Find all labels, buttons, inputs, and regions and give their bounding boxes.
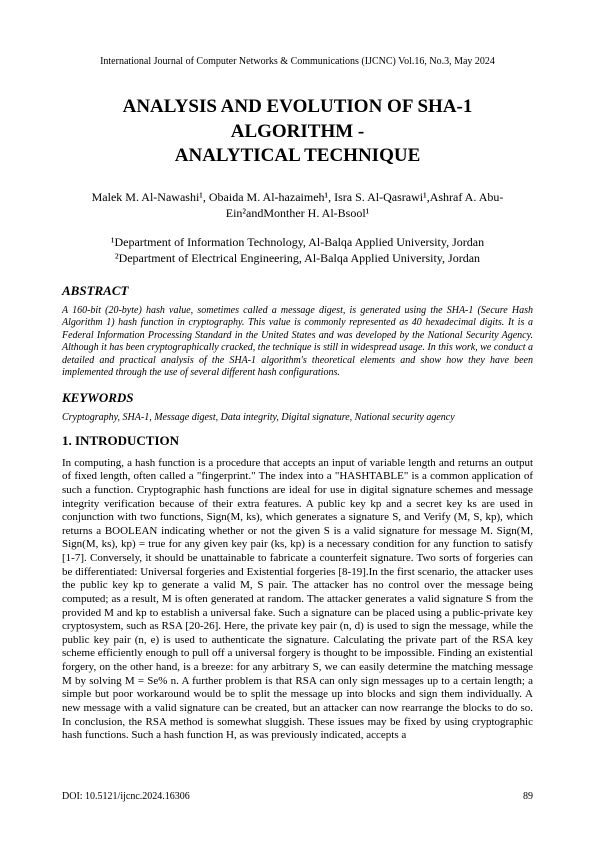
- footer: DOI: 10.5121/ijcnc.2024.16306 89: [62, 791, 533, 802]
- abstract-heading: ABSTRACT: [62, 283, 533, 299]
- affiliations-block: ¹Department of Information Technology, A…: [62, 235, 533, 266]
- affiliation-2: ²Department of Electrical Engineering, A…: [62, 251, 533, 267]
- abstract-text: A 160-bit (20-byte) hash value, sometime…: [62, 305, 533, 380]
- affiliation-1: ¹Department of Information Technology, A…: [62, 235, 533, 251]
- page-container: International Journal of Computer Networ…: [0, 0, 595, 842]
- keywords-text: Cryptography, SHA-1, Message digest, Dat…: [62, 412, 533, 423]
- page-number: 89: [523, 791, 533, 802]
- introduction-body: In computing, a hash function is a proce…: [62, 457, 533, 743]
- title-line-2: ANALYTICAL TECHNIQUE: [175, 145, 421, 166]
- keywords-heading: KEYWORDS: [62, 390, 533, 406]
- authors-line: Malek M. Al-Nawashi¹, Obaida M. Al-hazai…: [62, 189, 533, 221]
- title-line-1: ANALYSIS AND EVOLUTION OF SHA-1 ALGORITH…: [123, 96, 473, 142]
- introduction-heading: 1. INTRODUCTION: [62, 433, 533, 449]
- paper-title: ANALYSIS AND EVOLUTION OF SHA-1 ALGORITH…: [62, 95, 533, 169]
- journal-header: International Journal of Computer Networ…: [62, 56, 533, 67]
- doi-text: DOI: 10.5121/ijcnc.2024.16306: [62, 791, 190, 802]
